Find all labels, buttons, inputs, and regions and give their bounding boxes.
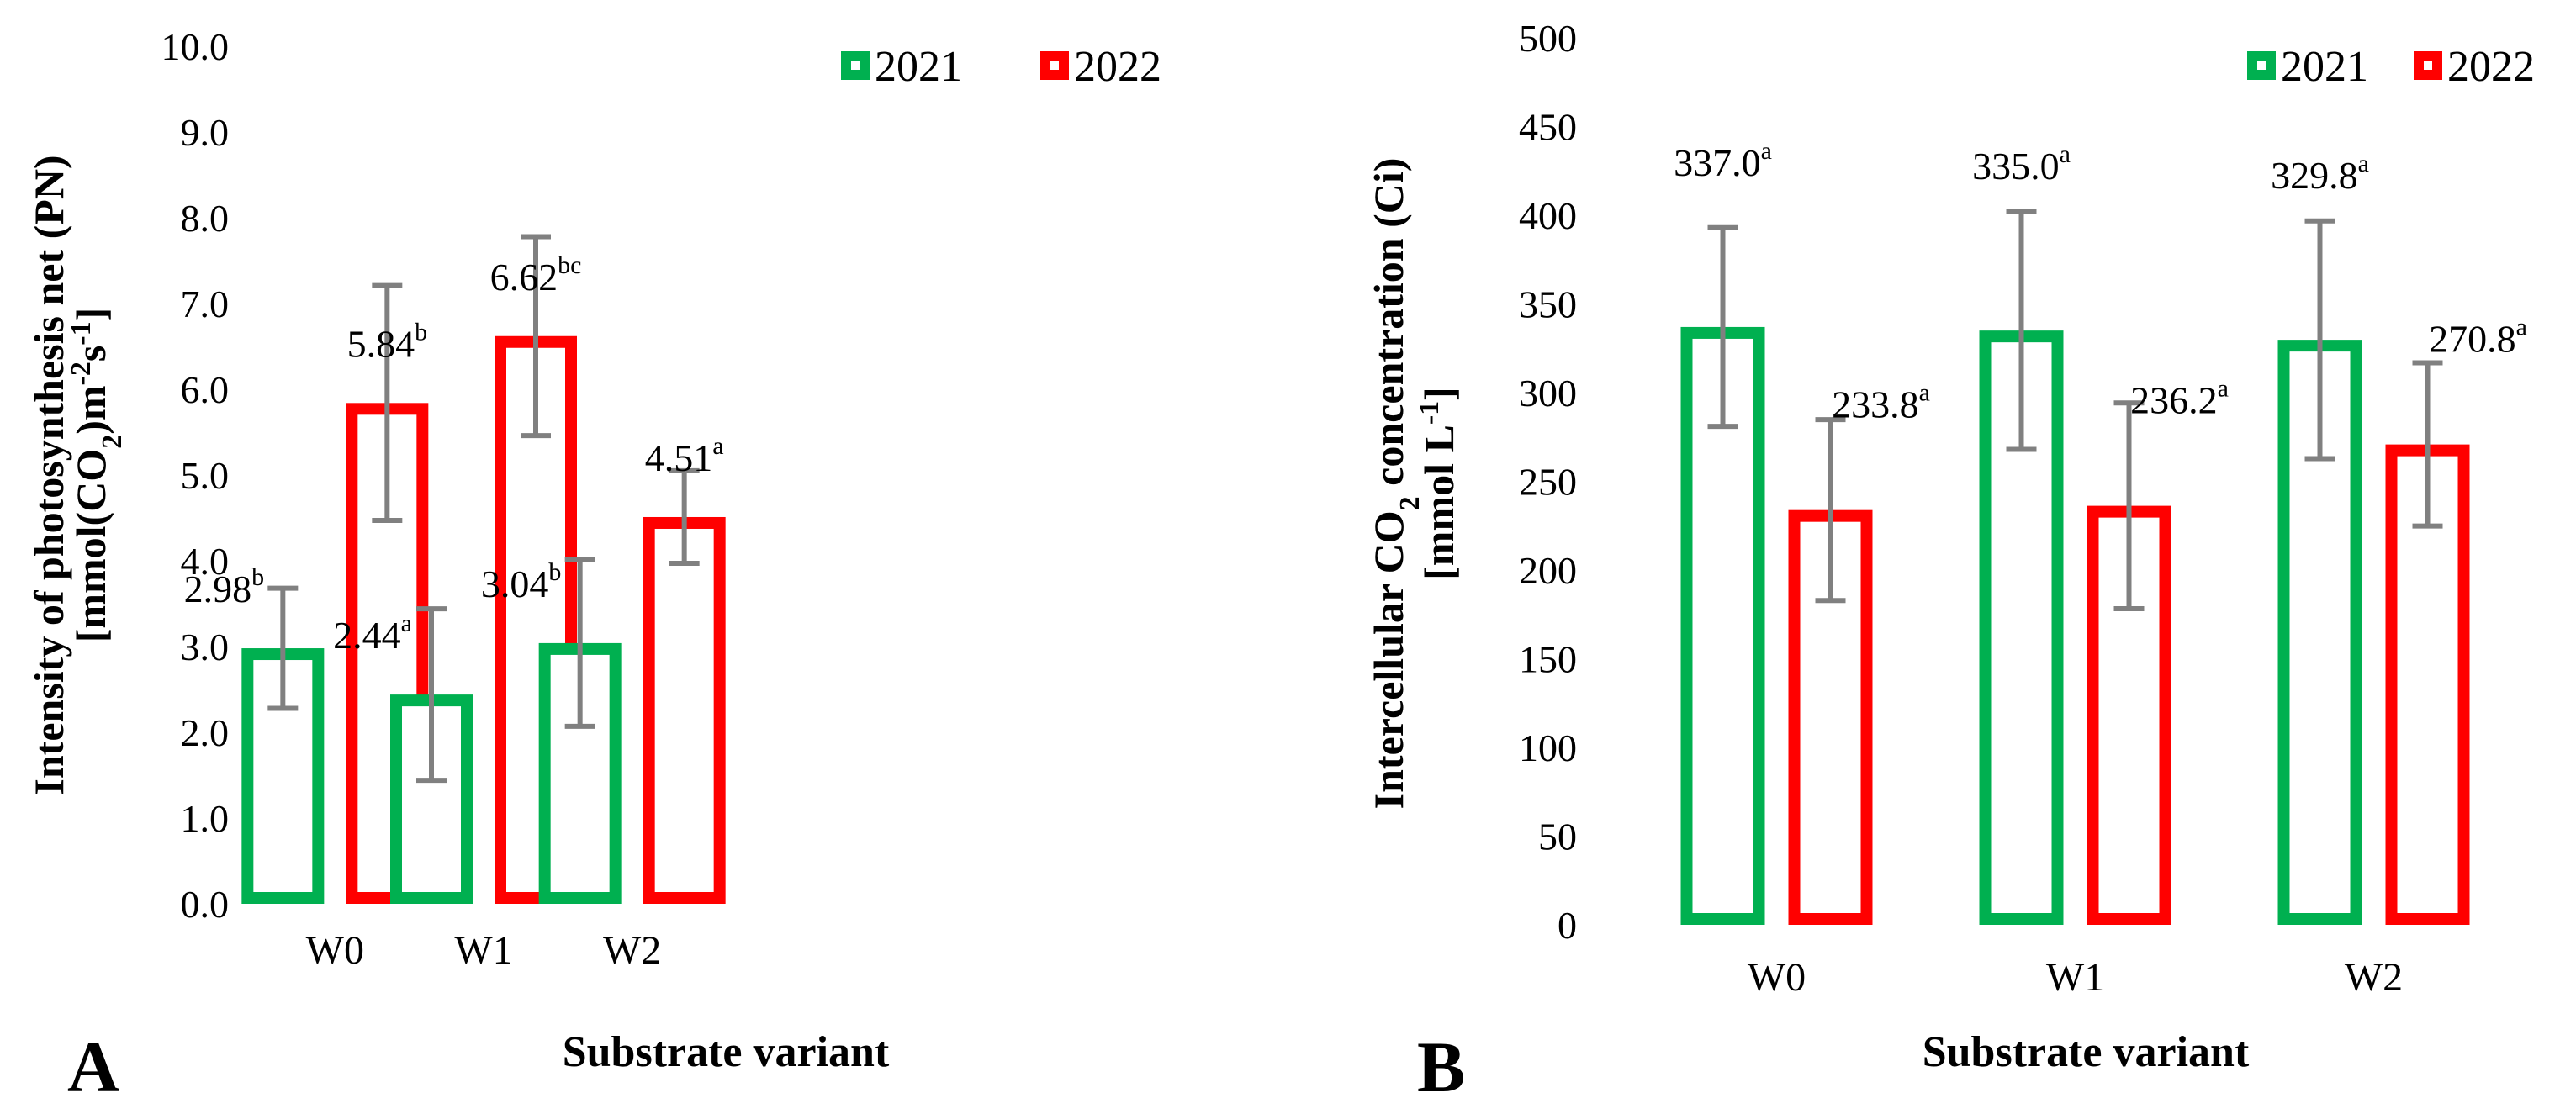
y-axis-title: Intensity of photosynthesis net (PN) [25, 155, 72, 795]
y-axis-title-units: [mmol(CO2)m-2s-1] [66, 308, 128, 643]
y-tick-label: 300 [1519, 372, 1577, 414]
y-tick-label: 350 [1519, 283, 1577, 326]
error-bar-2021-W1 [416, 606, 447, 784]
data-label-2021-W2: 329.8a [2271, 150, 2369, 197]
x-tick-label: W2 [2345, 955, 2403, 1000]
data-label-2021-W2: 3.04b [481, 558, 562, 605]
y-tick-label: 7.0 [181, 282, 230, 325]
data-label-2022-W1: 6.62bc [490, 251, 582, 298]
y-tick-label: 0 [1558, 904, 1577, 947]
data-label-2022-W2: 270.8a [2429, 314, 2527, 361]
x-tick-label: W1 [2046, 955, 2104, 1000]
legend-swatch-2021 [841, 51, 870, 80]
error-bar-2022-W1 [521, 234, 551, 439]
error-bar-2021-W0 [267, 585, 299, 711]
y-tick-label: 6.0 [181, 368, 230, 411]
y-tick-label: 3.0 [181, 626, 230, 668]
y-tick-label: 0.0 [181, 883, 230, 926]
error-bar-2021-W1 [2006, 209, 2037, 452]
legend-label-2021: 2021 [2281, 43, 2368, 91]
data-label-2021-W0: 337.0a [1674, 137, 1772, 184]
error-bar-2021-W2 [564, 557, 595, 729]
bar-2022-W2 [2385, 444, 2470, 925]
error-bar-2022-W1 [2113, 400, 2145, 611]
y-tick-label: 4.0 [181, 540, 230, 583]
data-label-2022-W1: 236.2a [2130, 375, 2229, 422]
y-tick-label: 150 [1519, 638, 1577, 681]
data-label-2022-W0: 5.84b [347, 318, 428, 365]
y-axis-title: Intercellular CO2 concentration (Ci) [1365, 158, 1426, 810]
error-bar-2022-W2 [669, 467, 700, 567]
error-bar-2022-W0 [1815, 417, 1846, 604]
y-tick-label: 100 [1519, 726, 1577, 769]
y-tick-label: 400 [1519, 194, 1577, 237]
data-label-2022-W0: 233.8a [1832, 379, 1930, 426]
error-bar-2021-W0 [1707, 224, 1738, 430]
chart-a: 0.0 1.0 2.0 3.0 4.0 5.0 6.0 7.0 8.0 9.0 10.0 W0 2.98… [25, 25, 1161, 1107]
y-tick-label: 500 [1519, 17, 1577, 60]
panel-letter-A: A [67, 1027, 119, 1107]
x-tick-label: W1 [454, 928, 512, 973]
legend-label-2022: 2022 [1074, 43, 1161, 91]
y-tick-label: 450 [1519, 106, 1577, 149]
x-tick-label: W0 [1748, 955, 1806, 1000]
data-label-2021-W1: 2.44a [333, 610, 412, 657]
legend-label-2022: 2022 [2447, 43, 2535, 91]
y-tick-label: 5.0 [181, 454, 230, 497]
y-tick-label: 2.0 [181, 711, 230, 754]
legend-label-2021: 2021 [875, 43, 962, 91]
x-axis-title: Substrate variant [1923, 1028, 2250, 1076]
error-bar-2021-W2 [2304, 218, 2335, 462]
y-tick-label: 9.0 [181, 111, 230, 154]
chart-b: 0 50 100 150 200 250 300 350 400 450 500 W0 337.0a 23… [1365, 17, 2535, 1107]
y-tick-label: 10.0 [161, 25, 230, 68]
y-tick-label: 200 [1519, 549, 1577, 592]
error-bar-2022-W2 [2412, 360, 2443, 529]
legend-swatch-2022 [1040, 51, 1069, 80]
legend-swatch-2021 [2247, 51, 2276, 80]
x-axis-title: Substrate variant [563, 1028, 890, 1076]
y-tick-label: 8.0 [181, 197, 230, 240]
data-label-2022-W2: 4.51a [645, 432, 724, 479]
x-tick-label: W2 [603, 928, 661, 973]
y-tick-label: 250 [1519, 461, 1577, 504]
data-label-2021-W0: 2.98b [184, 563, 265, 610]
panel-letter-B: B [1417, 1027, 1465, 1107]
bar-2022-W2 [643, 516, 726, 904]
legend-swatch-2022 [2414, 51, 2442, 80]
bar-2022-W0 [1788, 509, 1873, 925]
y-tick-label: 50 [1538, 816, 1577, 858]
error-bar-2022-W0 [372, 282, 403, 524]
data-label-2021-W1: 335.0a [1972, 140, 2071, 187]
y-tick-label: 1.0 [181, 797, 230, 840]
x-tick-label: W0 [306, 928, 364, 973]
y-axis-title-units: [mmol L-1] [1414, 387, 1463, 580]
